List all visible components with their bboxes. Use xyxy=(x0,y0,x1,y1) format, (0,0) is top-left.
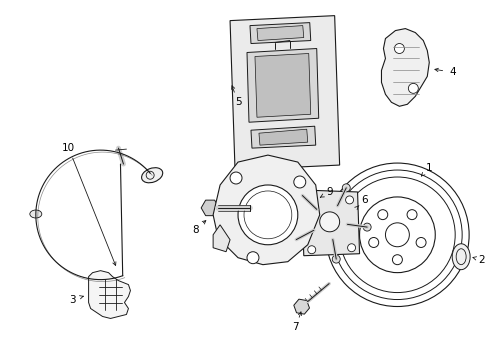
Text: 6: 6 xyxy=(361,195,367,205)
Ellipse shape xyxy=(451,244,469,270)
Text: 4: 4 xyxy=(449,67,456,77)
Polygon shape xyxy=(246,49,318,122)
Text: 2: 2 xyxy=(477,255,484,265)
Circle shape xyxy=(298,192,306,199)
Circle shape xyxy=(293,176,305,188)
Ellipse shape xyxy=(30,210,41,218)
Polygon shape xyxy=(249,23,310,44)
Circle shape xyxy=(394,44,404,54)
Circle shape xyxy=(238,185,297,245)
Polygon shape xyxy=(213,225,229,252)
Polygon shape xyxy=(256,26,303,41)
Ellipse shape xyxy=(142,168,163,183)
Circle shape xyxy=(407,84,417,93)
Text: 1: 1 xyxy=(425,163,432,173)
Text: 5: 5 xyxy=(234,97,241,107)
Circle shape xyxy=(246,252,259,264)
Polygon shape xyxy=(254,54,310,117)
Polygon shape xyxy=(88,271,130,319)
Circle shape xyxy=(292,236,300,244)
Polygon shape xyxy=(229,15,339,170)
Circle shape xyxy=(307,246,315,254)
Text: 10: 10 xyxy=(62,143,75,153)
Circle shape xyxy=(347,244,355,252)
Circle shape xyxy=(331,255,340,263)
Circle shape xyxy=(345,196,353,204)
Polygon shape xyxy=(301,190,359,256)
Circle shape xyxy=(363,223,370,231)
Text: 7: 7 xyxy=(292,323,299,332)
Polygon shape xyxy=(259,129,307,145)
Polygon shape xyxy=(213,155,319,265)
Polygon shape xyxy=(381,28,428,106)
Circle shape xyxy=(342,184,349,192)
Text: 8: 8 xyxy=(191,225,198,235)
Circle shape xyxy=(305,194,313,202)
Polygon shape xyxy=(250,126,315,148)
Text: 9: 9 xyxy=(325,187,332,197)
Text: 3: 3 xyxy=(69,294,76,305)
Circle shape xyxy=(229,172,242,184)
Circle shape xyxy=(319,212,339,232)
